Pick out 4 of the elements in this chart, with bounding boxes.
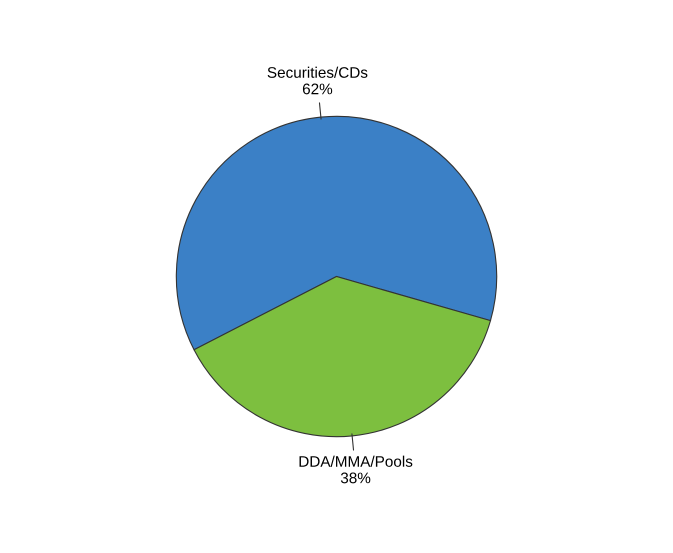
- data-label: 38%: [340, 472, 370, 484]
- data-label: 62%: [302, 84, 332, 94]
- slice-label: DDA/MMA/Pools: [300, 456, 412, 467]
- slice-label: Securities/CDs: [268, 66, 368, 78]
